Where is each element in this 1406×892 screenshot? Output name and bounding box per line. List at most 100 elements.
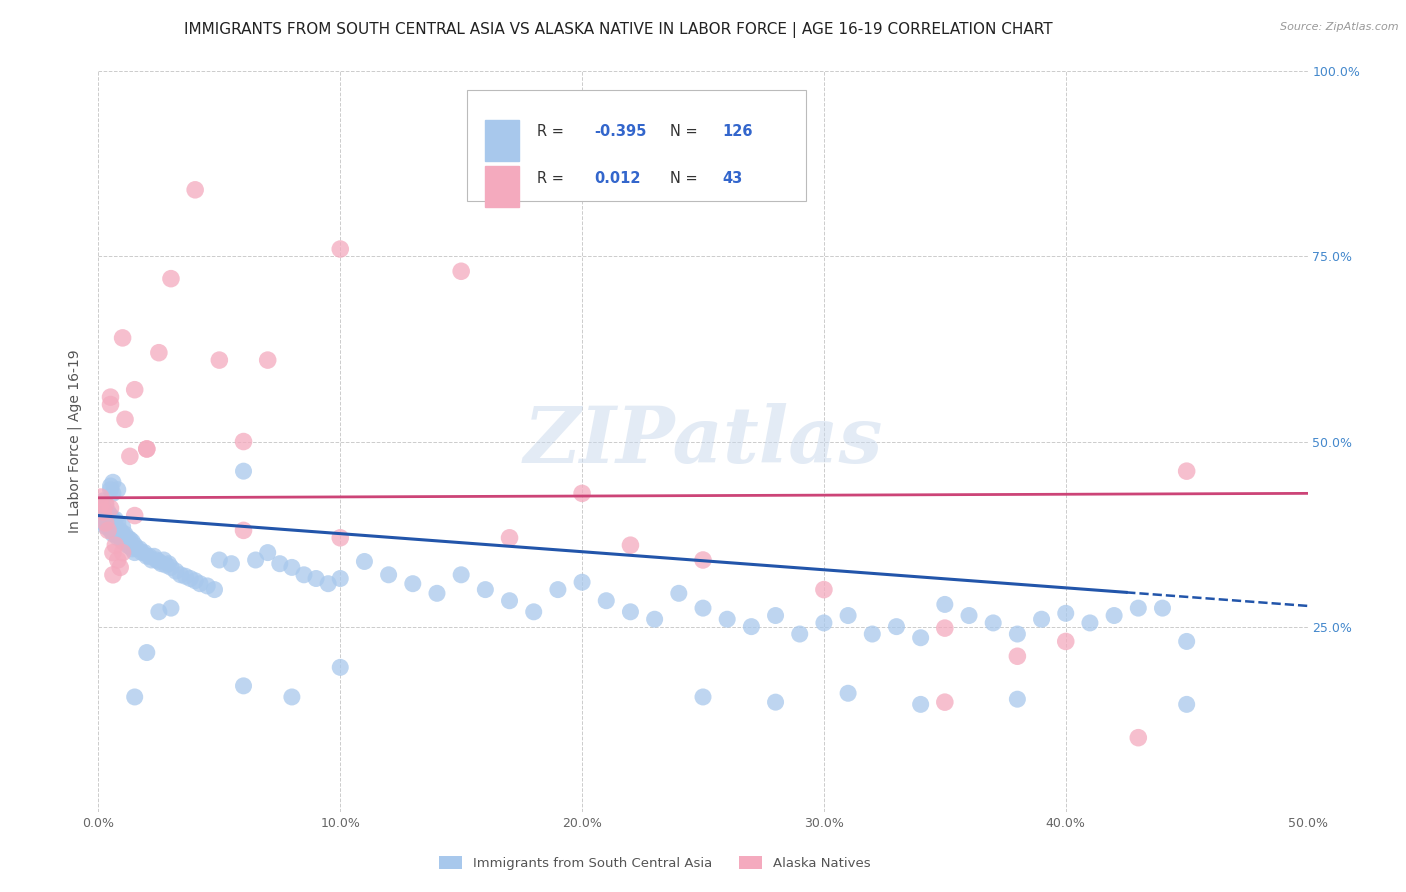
Point (91, 493, 114, 508)
Point (305, 572, 328, 586)
Point (644, 612, 666, 626)
Point (1152, 601, 1174, 615)
Point (104, 512, 127, 526)
Point (281, 560, 304, 574)
Point (141, 553, 163, 567)
Point (740, 619, 762, 633)
Point (668, 586, 690, 600)
Point (402, 576, 425, 591)
Point (450, 264, 472, 278)
Point (118, 450, 141, 464)
Bar (485, 167, 519, 207)
Point (97, 505, 120, 519)
Point (150, 557, 173, 571)
Point (108, 560, 131, 574)
Point (269, 557, 291, 571)
Text: -0.395: -0.395 (595, 124, 647, 139)
Point (121, 534, 143, 549)
Point (90, 505, 112, 519)
Point (498, 593, 520, 607)
Point (111, 527, 134, 541)
Point (329, 572, 352, 586)
Point (316, 576, 339, 591)
Point (957, 608, 980, 623)
Point (245, 553, 267, 567)
Point (100, 501, 122, 516)
Point (1054, 634, 1077, 648)
Point (329, 660, 352, 674)
Point (124, 508, 146, 523)
Point (135, 549, 157, 564)
Point (148, 345, 170, 359)
Point (107, 516, 129, 530)
Point (1031, 612, 1053, 626)
Point (107, 483, 129, 497)
Point (174, 569, 197, 583)
Point (90, 498, 112, 512)
Point (91, 516, 114, 530)
Point (91, 505, 114, 519)
Point (124, 546, 146, 560)
Point (426, 586, 449, 600)
Point (107, 553, 129, 567)
Point (169, 567, 191, 582)
Point (114, 534, 136, 549)
Point (124, 538, 146, 552)
Point (111, 519, 134, 533)
Point (101, 546, 124, 560)
Point (100, 516, 122, 530)
Point (148, 554, 170, 568)
Point (292, 567, 315, 582)
Point (124, 383, 146, 397)
Point (111, 331, 134, 345)
Point (377, 567, 399, 582)
Point (179, 572, 201, 586)
Point (934, 598, 956, 612)
Point (135, 442, 157, 456)
Point (981, 615, 1004, 630)
Bar (485, 120, 519, 161)
Point (1007, 627, 1029, 641)
Text: N =: N = (671, 124, 703, 139)
Point (232, 464, 254, 478)
Point (145, 553, 167, 567)
Point (221, 557, 243, 571)
Point (256, 546, 278, 560)
Point (837, 686, 859, 700)
Point (1078, 615, 1101, 630)
Point (118, 540, 141, 554)
Point (184, 574, 207, 588)
Point (100, 524, 122, 538)
Point (131, 546, 153, 560)
Point (208, 353, 231, 368)
Point (716, 612, 738, 626)
Point (138, 549, 160, 564)
Point (195, 579, 218, 593)
Point (94, 505, 117, 519)
Point (692, 553, 714, 567)
Point (118, 533, 141, 547)
Point (104, 527, 127, 541)
Text: IMMIGRANTS FROM SOUTH CENTRAL ASIA VS ALASKA NATIVE IN LABOR FORCE | AGE 16-19 C: IMMIGRANTS FROM SOUTH CENTRAL ASIA VS AL… (184, 22, 1053, 38)
Point (90, 512, 112, 526)
Point (571, 486, 593, 500)
Point (107, 531, 129, 545)
Point (353, 554, 375, 568)
FancyBboxPatch shape (467, 90, 806, 201)
Point (160, 560, 183, 574)
Point (571, 575, 593, 590)
Point (910, 631, 932, 645)
Point (232, 434, 254, 449)
Point (101, 475, 124, 490)
Point (135, 646, 157, 660)
Point (281, 690, 304, 704)
Point (547, 582, 569, 597)
Point (124, 690, 146, 704)
Point (100, 483, 122, 497)
Text: R =: R = (537, 124, 569, 139)
Point (101, 567, 124, 582)
Point (232, 679, 254, 693)
Point (765, 695, 787, 709)
Point (160, 271, 183, 285)
Point (157, 557, 180, 571)
